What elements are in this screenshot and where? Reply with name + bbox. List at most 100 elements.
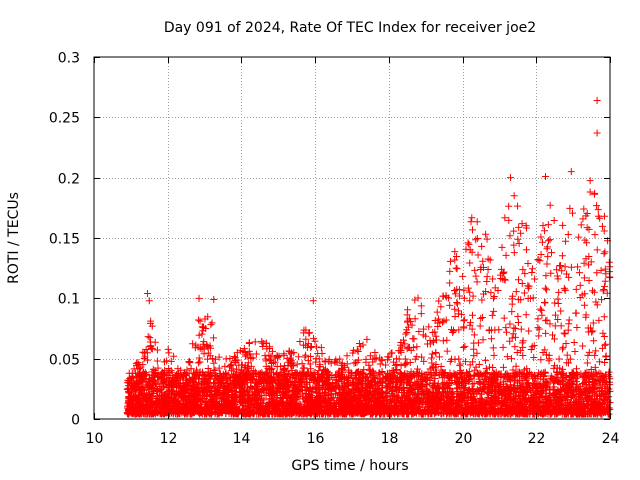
data-point: [363, 335, 371, 343]
data-point: [425, 323, 433, 331]
data-point: [591, 363, 599, 371]
data-point: [308, 342, 316, 350]
data-point: [482, 365, 490, 373]
data-point: [518, 220, 526, 228]
data-point: [512, 362, 520, 370]
data-point: [561, 286, 569, 294]
data-point: [520, 289, 528, 297]
data-point: [562, 237, 570, 245]
data-point: [510, 227, 518, 235]
data-point: [435, 353, 443, 361]
data-point: [600, 313, 608, 321]
data-point: [464, 239, 472, 247]
data-point: [522, 311, 530, 319]
data-point: [451, 305, 459, 313]
data-point: [566, 204, 574, 212]
data-point: [187, 365, 195, 373]
data-point: [478, 313, 486, 321]
data-point: [513, 348, 521, 356]
data-point: [510, 241, 518, 249]
data-point: [541, 227, 549, 235]
data-point: [501, 276, 509, 284]
data-point: [534, 315, 542, 323]
data-point: [588, 328, 596, 336]
data-points: [123, 96, 614, 418]
data-point: [293, 360, 301, 368]
data-point: [174, 380, 182, 388]
data-point: [469, 292, 477, 300]
data-point: [387, 349, 395, 357]
data-point: [153, 346, 161, 354]
data-point: [130, 387, 138, 395]
data-point: [478, 296, 486, 304]
data-point: [585, 225, 593, 233]
data-point: [580, 259, 588, 267]
data-point: [576, 281, 584, 289]
data-point: [605, 378, 613, 386]
data-point: [328, 372, 336, 380]
data-point: [542, 317, 550, 325]
data-point: [371, 348, 379, 356]
data-point: [500, 314, 508, 322]
data-point: [466, 288, 474, 296]
data-point: [195, 316, 203, 324]
data-point: [353, 346, 361, 354]
data-point: [454, 384, 462, 392]
data-point: [535, 325, 543, 333]
data-point: [477, 314, 485, 322]
data-point: [514, 276, 522, 284]
data-point: [554, 295, 562, 303]
data-point: [453, 298, 461, 306]
data-point: [537, 306, 545, 314]
data-point: [439, 337, 447, 345]
data-point: [575, 233, 583, 241]
data-point: [534, 324, 542, 332]
data-point: [143, 349, 151, 357]
data-point: [483, 235, 491, 243]
data-point: [208, 319, 216, 327]
data-point: [509, 330, 517, 338]
data-point: [510, 324, 518, 332]
data-point: [180, 370, 188, 378]
data-point: [216, 369, 224, 377]
data-point: [537, 250, 545, 258]
data-point: [517, 296, 525, 304]
data-point: [417, 302, 425, 310]
data-point: [263, 345, 271, 353]
data-point: [471, 266, 479, 274]
data-point: [162, 394, 170, 402]
data-point: [155, 373, 163, 381]
data-point: [514, 202, 522, 210]
data-point: [198, 345, 206, 353]
data-point: [599, 329, 607, 337]
data-point: [472, 236, 480, 244]
data-point: [528, 268, 536, 276]
data-point: [469, 311, 477, 319]
data-point: [583, 359, 591, 367]
data-point: [584, 351, 592, 359]
data-point: [460, 316, 468, 324]
data-point: [599, 344, 607, 352]
data-point: [546, 236, 554, 244]
data-point: [600, 227, 608, 235]
data-point: [585, 348, 593, 356]
data-point: [581, 301, 589, 309]
data-point: [569, 209, 577, 217]
data-point: [543, 260, 551, 268]
data-point: [432, 361, 440, 369]
data-point: [554, 315, 562, 323]
data-point: [482, 288, 490, 296]
data-point: [185, 358, 193, 366]
data-point: [350, 359, 358, 367]
data-point: [501, 214, 509, 222]
data-point: [451, 256, 459, 264]
data-point: [567, 263, 575, 271]
data-point: [561, 330, 569, 338]
data-point: [506, 232, 514, 240]
data-point: [446, 257, 454, 265]
data-point: [589, 319, 597, 327]
data-point: [509, 292, 517, 300]
data-point: [572, 309, 580, 317]
data-point: [574, 263, 582, 271]
data-point: [499, 363, 507, 371]
